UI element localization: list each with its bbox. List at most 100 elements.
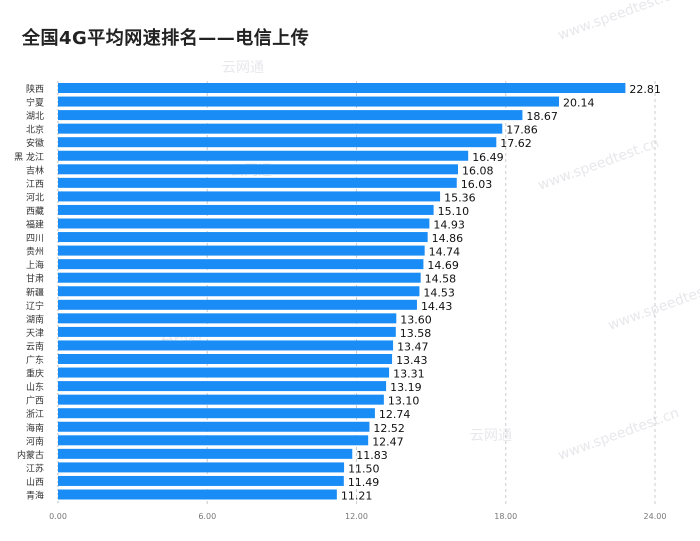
value-label: 16.08 — [462, 164, 494, 177]
value-label: 14.86 — [432, 232, 464, 245]
bar — [58, 245, 425, 256]
category-label: 吉林 — [26, 164, 44, 176]
category-label: 浙江 — [26, 408, 44, 420]
x-tick-label: 6.00 — [198, 512, 216, 521]
value-label: 13.31 — [393, 368, 425, 381]
category-label: 云南 — [26, 340, 44, 352]
bar — [58, 475, 344, 486]
category-label: 福建 — [26, 219, 44, 231]
category-label: 山东 — [26, 381, 44, 393]
x-tick-label: 24.00 — [644, 512, 667, 521]
value-label: 11.21 — [341, 490, 373, 503]
category-label: 广西 — [26, 395, 44, 407]
category-label: 山西 — [26, 477, 44, 488]
bar — [58, 286, 420, 297]
bar — [58, 299, 417, 310]
bar — [58, 204, 434, 215]
bar — [58, 110, 523, 121]
value-label: 14.69 — [427, 259, 459, 272]
bar — [58, 259, 424, 270]
watermark: www.speedtest.cn — [556, 0, 681, 44]
value-label: 18.67 — [526, 110, 558, 123]
bar — [58, 191, 441, 202]
chart-title: 全国4G平均网速排名——电信上传 — [22, 28, 310, 49]
bar — [58, 150, 469, 161]
bar — [58, 435, 369, 446]
value-label: 11.49 — [348, 476, 380, 489]
category-label: 宁夏 — [26, 97, 44, 109]
value-label: 13.60 — [400, 313, 432, 326]
bar — [58, 232, 428, 243]
category-label: 内蒙古 — [17, 449, 44, 461]
category-label: 贵州 — [26, 246, 44, 258]
category-label: 天津 — [26, 328, 44, 339]
bar — [58, 408, 375, 419]
value-label: 13.43 — [396, 354, 428, 367]
value-label: 12.74 — [379, 408, 411, 421]
category-label: 甘肃 — [26, 273, 44, 285]
watermark: www.speedtest.cn — [606, 275, 700, 334]
value-label: 14.58 — [425, 273, 457, 286]
value-label: 14.74 — [429, 246, 461, 259]
bar — [58, 340, 394, 351]
category-label: 广东 — [26, 354, 44, 366]
bar — [58, 421, 370, 432]
category-label: 河南 — [26, 435, 44, 447]
category-label: 河北 — [26, 191, 44, 203]
bar — [58, 137, 497, 148]
bar — [58, 367, 390, 378]
x-tick-label: 12.00 — [345, 512, 368, 521]
value-label: 13.19 — [390, 381, 422, 394]
bar — [58, 218, 430, 229]
bar — [58, 381, 387, 392]
value-label: 17.86 — [506, 124, 537, 137]
category-label: 安徽 — [26, 137, 44, 149]
bar — [58, 394, 384, 405]
value-label: 16.03 — [461, 178, 493, 191]
category-label: 辽宁 — [26, 300, 44, 312]
bar — [58, 272, 421, 283]
x-tick-label: 0.00 — [49, 512, 67, 521]
value-label: 13.47 — [397, 340, 429, 353]
bar — [58, 177, 457, 188]
value-label: 14.53 — [423, 286, 455, 299]
category-label: 西藏 — [26, 205, 44, 217]
watermark: 云网通 — [470, 428, 512, 444]
value-label: 11.83 — [356, 449, 388, 462]
category-label: 湖北 — [26, 111, 44, 122]
value-label: 15.10 — [438, 205, 470, 218]
category-label: 陕西 — [26, 83, 44, 95]
bar — [58, 354, 393, 364]
category-label: 青海 — [26, 490, 44, 502]
category-label: 江西 — [26, 179, 44, 190]
category-label: 新疆 — [26, 286, 44, 298]
bar — [58, 448, 353, 459]
category-label: 上海 — [26, 259, 44, 271]
bar — [58, 96, 559, 107]
watermark: www.speedtest.cn — [536, 135, 661, 194]
bar — [58, 164, 458, 175]
value-label: 12.47 — [372, 435, 404, 448]
value-label: 12.52 — [373, 422, 405, 435]
value-label: 17.62 — [500, 137, 532, 150]
category-label: 黑 龙江 — [14, 151, 44, 163]
value-label: 14.93 — [433, 219, 465, 232]
value-label: 16.49 — [472, 151, 504, 164]
bar — [58, 123, 503, 134]
category-label: 重庆 — [26, 368, 44, 380]
value-label: 13.10 — [388, 395, 420, 408]
value-label: 22.81 — [629, 83, 661, 96]
bar — [58, 489, 337, 500]
bar — [58, 83, 626, 93]
value-label: 15.36 — [444, 191, 476, 204]
watermark: www.speedtest.cn — [556, 405, 681, 464]
x-tick-label: 18.00 — [494, 512, 517, 521]
category-label: 湖南 — [26, 313, 44, 325]
bar — [58, 462, 345, 473]
value-label: 13.58 — [400, 327, 432, 340]
value-label: 14.43 — [421, 300, 453, 313]
category-label: 海南 — [26, 422, 44, 434]
bar — [58, 326, 396, 337]
watermark: 云网通 — [222, 60, 264, 76]
category-label: 江苏 — [26, 462, 44, 474]
